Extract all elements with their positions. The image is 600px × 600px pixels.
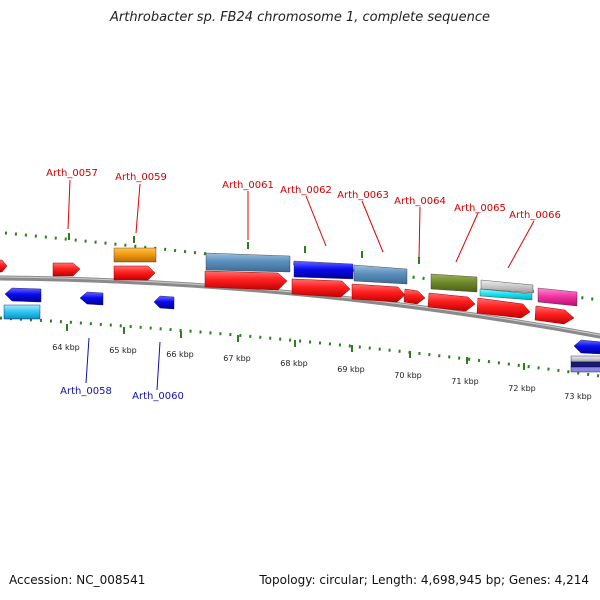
- cds-arrow-reverse[interactable]: [573, 339, 600, 355]
- feature-block[interactable]: [3, 304, 41, 320]
- kbp-label: 68 kbp: [280, 359, 308, 368]
- gene-label-arth-0065[interactable]: Arth_0065: [454, 203, 506, 214]
- kbp-label: 65 kbp: [109, 346, 137, 355]
- feature-block[interactable]: [570, 366, 600, 373]
- gene-label-arth-0060[interactable]: Arth_0060: [132, 391, 184, 402]
- kbp-label: 69 kbp: [337, 365, 365, 374]
- forward-feature-row: [113, 247, 578, 307]
- gene-label-arth-0059[interactable]: Arth_0059: [115, 172, 167, 183]
- feature-block[interactable]: [353, 264, 408, 285]
- gene-label-arth-0057[interactable]: Arth_0057: [46, 168, 98, 179]
- topology-label: Topology: circular; Length: 4,698,945 bp…: [259, 573, 589, 587]
- gene-label-arth-0061[interactable]: Arth_0061: [222, 180, 274, 191]
- kbp-label: 70 kbp: [394, 371, 422, 380]
- kbp-label: 64 kbp: [52, 343, 80, 352]
- gene-label-arth-0063[interactable]: Arth_0063: [337, 190, 389, 201]
- feature-block[interactable]: [480, 279, 534, 294]
- cds-arrow[interactable]: [476, 297, 531, 319]
- forward-major-ticks: [68, 233, 420, 264]
- forward-cds-row: [0, 259, 575, 325]
- feature-block[interactable]: [293, 260, 354, 280]
- feature-block[interactable]: [479, 288, 533, 301]
- cds-arrow[interactable]: [427, 292, 476, 312]
- gene-label-arth-0062[interactable]: Arth_0062: [280, 185, 332, 196]
- gene-label-arth-0064[interactable]: Arth_0064: [394, 196, 446, 207]
- feature-block[interactable]: [113, 247, 157, 263]
- reverse-feature-row: [3, 287, 600, 373]
- kbp-label: 72 kbp: [508, 384, 536, 393]
- reverse-label-leaders: [85, 337, 161, 391]
- forward-label-leaders: [67, 179, 535, 269]
- gene-label-arth-0066[interactable]: Arth_0066: [509, 210, 561, 221]
- cds-arrow-reverse[interactable]: [79, 291, 104, 306]
- kbp-label: 66 kbp: [166, 350, 194, 359]
- cds-arrow[interactable]: [403, 288, 426, 305]
- cds-arrow[interactable]: [534, 305, 575, 325]
- accession-label: Accession: NC_008541: [9, 573, 146, 587]
- kbp-label: 67 kbp: [223, 354, 251, 363]
- cds-arrow-reverse[interactable]: [153, 295, 175, 310]
- map-title: Arthrobacter sp. FB24 chromosome 1, comp…: [109, 10, 491, 25]
- cds-arrow[interactable]: [113, 265, 156, 281]
- forward-gene-labels: Arth_0057 Arth_0059 Arth_0061 Arth_0062 …: [46, 168, 561, 221]
- gene-label-arth-0058[interactable]: Arth_0058: [60, 386, 112, 397]
- kbp-label: 73 kbp: [564, 392, 592, 401]
- feature-block[interactable]: [537, 287, 578, 307]
- reverse-major-ticks: [66, 324, 525, 370]
- feature-block[interactable]: [570, 355, 600, 363]
- cds-arrow[interactable]: [204, 270, 288, 291]
- reverse-tick-ring: [0, 316, 600, 378]
- cds-arrow[interactable]: [0, 259, 8, 273]
- cds-arrow-reverse[interactable]: [4, 287, 42, 303]
- kbp-scale: 64 kbp 65 kbp 66 kbp 67 kbp 68 kbp 69 kb…: [52, 343, 592, 401]
- kbp-label: 71 kbp: [451, 377, 479, 386]
- feature-block[interactable]: [430, 273, 478, 293]
- reverse-gene-labels: Arth_0058 Arth_0060: [60, 386, 184, 402]
- feature-block[interactable]: [205, 252, 291, 273]
- cds-arrow[interactable]: [351, 283, 406, 303]
- cds-arrow[interactable]: [52, 262, 81, 277]
- cds-arrow[interactable]: [291, 278, 351, 298]
- feature-block[interactable]: [570, 361, 600, 368]
